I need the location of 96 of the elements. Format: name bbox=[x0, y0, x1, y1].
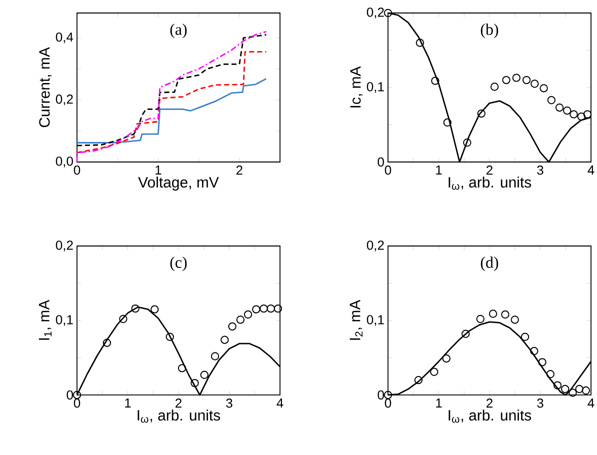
point bbox=[520, 332, 530, 341]
y-tick-label: 0,4 bbox=[56, 32, 74, 44]
point bbox=[260, 304, 268, 313]
point bbox=[190, 378, 199, 388]
y-tick-label: 0,2 bbox=[56, 94, 73, 106]
point bbox=[416, 38, 424, 47]
point bbox=[430, 368, 438, 376]
point bbox=[244, 310, 252, 319]
y-tick-label: 0,0 bbox=[56, 156, 73, 168]
point bbox=[512, 74, 520, 82]
point bbox=[228, 322, 236, 331]
annotation: (a) bbox=[170, 24, 187, 38]
point bbox=[502, 76, 510, 84]
x-tick-label: 2 bbox=[486, 398, 492, 408]
point bbox=[538, 358, 546, 366]
point bbox=[431, 76, 440, 85]
x-tick-label: 1 bbox=[156, 166, 162, 174]
y-tick-label: 0 bbox=[378, 157, 384, 167]
x-axis-title: I$_{ω}$, arb. units bbox=[448, 176, 532, 190]
point bbox=[555, 104, 564, 112]
y-axis-title: Ic, mA bbox=[350, 66, 363, 108]
x-tick-label: 4 bbox=[276, 398, 284, 408]
x-tick-label: 2 bbox=[176, 398, 182, 408]
point bbox=[119, 314, 128, 324]
x-tick-label: 0 bbox=[384, 398, 392, 408]
point bbox=[582, 386, 590, 395]
y-tick-label: 0,2 bbox=[366, 8, 384, 18]
point bbox=[443, 118, 452, 127]
point bbox=[178, 364, 186, 372]
point bbox=[442, 354, 450, 363]
point bbox=[236, 316, 245, 324]
point bbox=[501, 310, 510, 319]
annotation: (d) bbox=[480, 256, 498, 272]
point bbox=[384, 8, 392, 18]
x-tick-label: 3 bbox=[226, 398, 232, 408]
point bbox=[577, 112, 586, 121]
x-tick-label: 1 bbox=[436, 398, 442, 408]
y-tick-label: 0 bbox=[66, 390, 73, 400]
point bbox=[490, 82, 499, 91]
point bbox=[220, 336, 229, 344]
point bbox=[462, 330, 470, 338]
line-series bbox=[387, 12, 592, 163]
x-tick-label: 2 bbox=[236, 166, 242, 175]
point bbox=[102, 338, 112, 347]
annotation: (b) bbox=[480, 24, 498, 38]
x-axis-title: I$_{ω}$, arb. units bbox=[448, 410, 532, 423]
point bbox=[463, 138, 472, 147]
x-tick-label: 3 bbox=[537, 166, 544, 175]
point bbox=[575, 384, 584, 394]
point bbox=[546, 370, 554, 378]
point bbox=[547, 96, 556, 104]
x-tick-label: 3 bbox=[537, 398, 544, 408]
point bbox=[266, 304, 275, 313]
point bbox=[131, 304, 140, 313]
point bbox=[274, 304, 282, 313]
line-series bbox=[76, 78, 267, 144]
point bbox=[561, 384, 570, 394]
y-tick-label: 0 bbox=[378, 390, 384, 400]
point bbox=[540, 84, 548, 92]
point bbox=[150, 305, 159, 314]
point bbox=[252, 305, 260, 314]
point bbox=[570, 110, 578, 118]
x-tick-label: 1 bbox=[125, 398, 131, 408]
annotation: (c) bbox=[170, 256, 187, 272]
point bbox=[522, 76, 531, 84]
point bbox=[563, 106, 572, 115]
point bbox=[200, 370, 208, 379]
x-axis-title: I$_{ω}$, arb. units bbox=[138, 410, 220, 423]
point bbox=[553, 381, 562, 390]
point bbox=[210, 352, 220, 360]
y-axis-title: I$_{2}$, mA bbox=[350, 300, 363, 340]
x-tick-label: 4 bbox=[588, 398, 594, 408]
y-tick-label: 0,1 bbox=[56, 315, 73, 326]
x-tick-label: 0 bbox=[74, 398, 80, 408]
x-tick-label: 0 bbox=[74, 166, 80, 175]
point bbox=[530, 346, 538, 356]
point bbox=[476, 314, 484, 324]
y-axis-title: I$_{1}$, mA bbox=[38, 300, 52, 340]
point bbox=[530, 80, 539, 88]
x-tick-label: 2 bbox=[486, 166, 492, 175]
point bbox=[510, 316, 519, 324]
point bbox=[414, 376, 423, 384]
line-series bbox=[76, 51, 267, 154]
point bbox=[477, 109, 486, 118]
x-tick-label: 4 bbox=[588, 166, 594, 174]
y-tick-label: 0,1 bbox=[366, 315, 384, 326]
y-tick-label: 0,2 bbox=[366, 240, 384, 252]
x-tick-label: 0 bbox=[384, 166, 392, 175]
y-tick-label: 0,1 bbox=[366, 82, 384, 93]
x-axis-title: Voltage, mV bbox=[138, 176, 219, 191]
x-tick-label: 1 bbox=[436, 166, 442, 174]
point bbox=[488, 310, 498, 318]
y-tick-label: 0,2 bbox=[56, 240, 73, 252]
point bbox=[568, 388, 577, 397]
point bbox=[166, 332, 174, 341]
y-axis-title: Current, mA bbox=[39, 47, 52, 128]
